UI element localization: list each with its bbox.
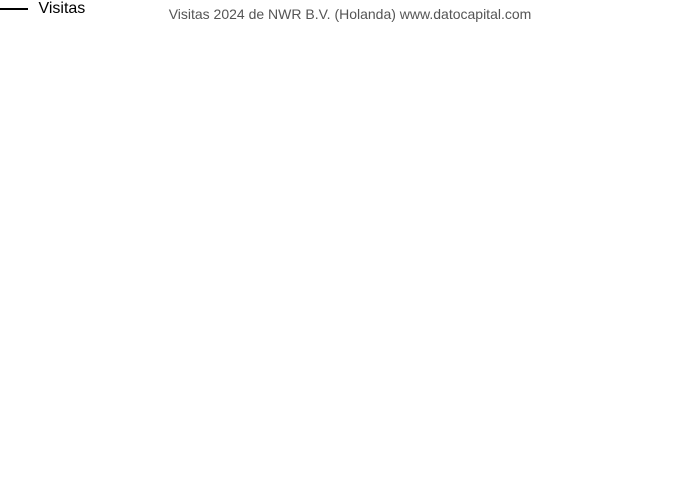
chart-title: Visitas 2024 de NWR B.V. (Holanda) www.d… — [0, 6, 700, 22]
chart-container: Visitas 2024 de NWR B.V. (Holanda) www.d… — [0, 0, 700, 500]
chart-plot — [40, 30, 680, 440]
